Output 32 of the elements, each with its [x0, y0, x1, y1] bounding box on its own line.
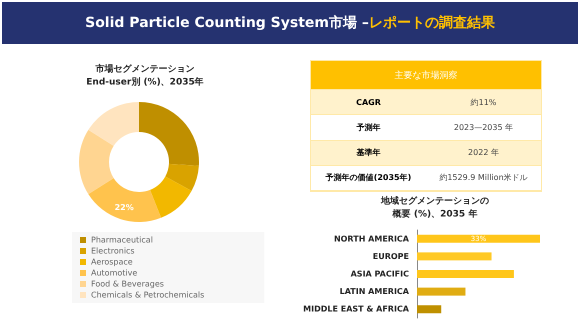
- text: 主要な市場洞察: [311, 61, 541, 90]
- text: 予測年: [311, 114, 426, 140]
- bar: [417, 288, 466, 296]
- y-tick-label: MIDDLE EAST & AFRICA: [303, 304, 410, 314]
- chart-subtitle: End-user別 (%)、2035年: [86, 76, 204, 88]
- y-tick-label: ASIA PACIFIC: [350, 270, 410, 278]
- bar: [417, 234, 540, 243]
- legend-label: Electronics: [91, 246, 135, 256]
- bar: [417, 305, 442, 314]
- chart-title: 地域セグメンテーションの: [380, 196, 489, 206]
- chart-title: 市場セグメンテーション: [94, 64, 194, 74]
- legend-label: Automotive: [91, 268, 138, 278]
- text: CAGR: [311, 90, 426, 115]
- text: 約11%: [426, 90, 541, 115]
- text: レポートの調査結果: [368, 14, 495, 32]
- chart-subtitle: 概要 (%)、2035 年: [392, 208, 478, 220]
- text: 予測年の価値(2035年): [311, 165, 426, 190]
- y-tick-label: NORTH AMERICA: [334, 234, 410, 244]
- legend-label: Aerospace: [91, 258, 133, 266]
- legend-label: Pharmaceutical: [91, 236, 153, 244]
- data-label: 22%: [114, 203, 134, 212]
- y-tick-label: EUROPE: [372, 252, 409, 261]
- legend-label: Food & Beverages: [91, 280, 164, 288]
- text: 2023—2035 年: [426, 114, 541, 140]
- text: 約1529.9 Million米ドル: [426, 165, 541, 190]
- text: Solid Particle Counting System市場 –: [85, 14, 369, 32]
- bar: [417, 252, 492, 260]
- legend-label: Chemicals & Petrochemicals: [91, 290, 204, 300]
- text: 基準年: [311, 140, 426, 166]
- text: 2022 年: [426, 140, 541, 166]
- bar: [417, 270, 514, 278]
- y-tick-label: LATIN AMERICA: [340, 287, 410, 296]
